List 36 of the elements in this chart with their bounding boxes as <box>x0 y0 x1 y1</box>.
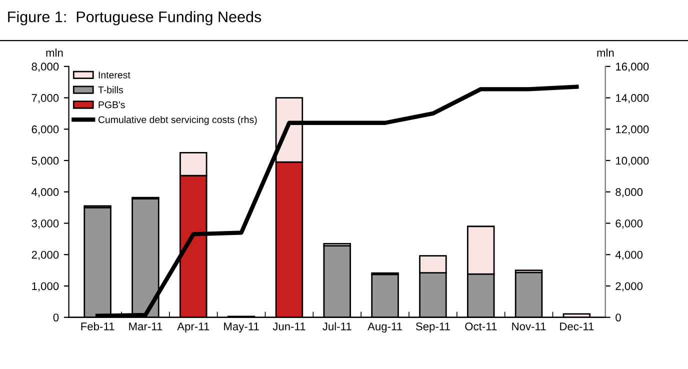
y-tick-label: 7,000 <box>32 94 59 104</box>
legend-label: PGB's <box>98 101 125 108</box>
legend-label: T-bills <box>98 86 124 94</box>
x-tick-label: Aug-11 <box>368 322 402 333</box>
y-axis-title: mln <box>46 48 63 57</box>
x-tick-label: Jul-11 <box>322 322 352 330</box>
y-tick-label: 8,000 <box>32 62 59 72</box>
y-tick-label: 6,000 <box>32 125 59 135</box>
y-tick-label: 0 <box>53 314 59 322</box>
y-tick-label: 1,000 <box>32 282 59 292</box>
y2-tick-label: 0 <box>616 314 621 322</box>
y2-tick-label: 2,000 <box>616 282 643 292</box>
y-tick-label: 5,000 <box>32 156 59 166</box>
x-tick-label: Dec-11 <box>560 322 594 330</box>
y2-axis-title: mln <box>597 48 614 57</box>
y2-tick-label: 16,000 <box>616 62 649 72</box>
y2-tick-label: 4,000 <box>615 250 643 260</box>
y2-tick-label: 6,000 <box>616 220 643 229</box>
x-tick-label: Apr-11 <box>177 322 210 333</box>
y2-tick-label: 10,000 <box>616 156 649 166</box>
x-tick-label: Mar-11 <box>129 322 162 330</box>
legend-label: Interest <box>98 72 130 78</box>
x-tick-label: Nov-11 <box>512 322 546 330</box>
y2-tick-label: 14,000 <box>616 94 649 104</box>
x-tick-label: May-11 <box>224 322 259 333</box>
x-tick-label: Jun-11 <box>272 322 306 330</box>
y2-tick-label: 12,000 <box>616 125 649 135</box>
x-tick-label: Feb-11 <box>81 322 114 330</box>
x-tick-label: Oct-11 <box>465 322 497 330</box>
y-tick-label: 2,000 <box>32 250 59 260</box>
legend-label: Cumulative debt servicing costs (rhs) <box>98 116 257 126</box>
y-tick-label: 4,000 <box>32 188 59 198</box>
x-tick-label: Sep-11 <box>416 322 450 333</box>
y2-tick-label: 8,000 <box>616 188 643 198</box>
y-tick-label: 3,000 <box>32 220 59 229</box>
chart-title: Figure 1: Portuguese Funding Needs <box>8 11 262 26</box>
